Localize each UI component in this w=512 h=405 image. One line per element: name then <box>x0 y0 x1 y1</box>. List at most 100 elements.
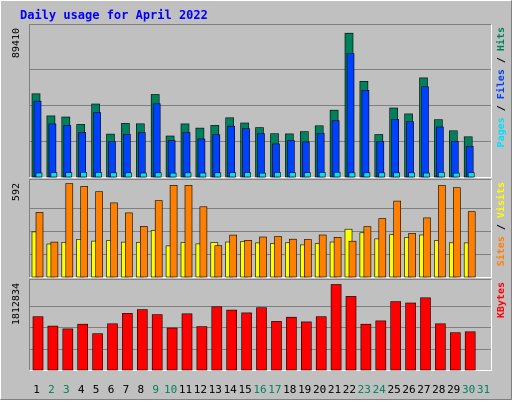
bar-sites-day-26 <box>408 233 416 278</box>
bar-kbytes-day-13 <box>211 306 223 371</box>
bar-kbytes-day-18 <box>286 316 297 371</box>
bar-files-day-27 <box>421 86 429 178</box>
bar-sites-day-27 <box>423 217 431 278</box>
day-label-19: 19 <box>298 383 311 396</box>
day-label-6: 6 <box>108 383 115 396</box>
bar-kbytes-day-9 <box>151 314 163 371</box>
plot-border-light-middle <box>29 179 492 278</box>
bar-sites-day-4 <box>80 186 88 278</box>
bar-pages-day-2 <box>50 172 58 178</box>
bar-sites-day-13 <box>214 245 223 278</box>
bar-kbytes-day-30 <box>464 331 476 371</box>
bar-pages-day-21 <box>333 172 341 178</box>
bar-files-day-18 <box>287 140 295 178</box>
bar-sites-day-9 <box>154 200 163 278</box>
bar-kbytes-day-4 <box>77 323 88 371</box>
bar-files-day-26 <box>406 121 414 178</box>
bar-pages-day-11 <box>184 172 192 178</box>
bar-sites-day-24 <box>378 218 387 278</box>
bar-pages-day-27 <box>423 172 430 178</box>
day-label-4: 4 <box>78 383 85 396</box>
bar-sites-day-30 <box>467 211 476 278</box>
bar-kbytes-day-6 <box>107 323 118 371</box>
bar-kbytes-day-16 <box>256 307 267 371</box>
bar-files-day-16 <box>257 133 265 178</box>
day-label-20: 20 <box>313 383 326 396</box>
bar-kbytes-day-21 <box>330 284 342 371</box>
bar-sites-day-17 <box>274 236 282 278</box>
plot-border-dark-top <box>29 24 492 178</box>
day-label-22: 22 <box>343 383 356 396</box>
day-label-26: 26 <box>402 383 415 396</box>
bar-pages-day-23 <box>363 172 371 178</box>
bar-kbytes-day-29 <box>449 332 461 371</box>
bar-pages-day-10 <box>169 172 177 178</box>
bar-files-day-17 <box>272 143 280 178</box>
bar-kbytes-day-1 <box>32 316 44 371</box>
bar-pages-day-6 <box>110 172 117 178</box>
max-label-bottom: 1812834 <box>11 283 22 325</box>
plot-border-dark-middle <box>29 179 492 278</box>
legend-middle-part-1: / <box>496 218 507 236</box>
bar-sites-day-12 <box>199 206 208 278</box>
legend-top-part-3: / <box>496 51 507 69</box>
bar-pages-day-24 <box>378 172 386 178</box>
bar-files-day-2 <box>48 123 57 178</box>
day-label-30: 30 <box>462 383 475 396</box>
plot-border-light-bottom <box>29 279 492 371</box>
bar-kbytes-day-7 <box>122 313 133 371</box>
bar-kbytes-day-28 <box>435 323 446 371</box>
bar-files-day-24 <box>376 141 385 178</box>
day-label-1: 1 <box>33 383 40 396</box>
day-label-29: 29 <box>447 383 460 396</box>
bar-kbytes-day-22 <box>345 296 357 371</box>
bar-sites-day-7 <box>125 212 133 278</box>
bar-files-day-6 <box>108 141 116 178</box>
day-label-23: 23 <box>358 383 371 396</box>
bar-pages-day-12 <box>199 172 207 178</box>
bar-pages-day-17 <box>274 172 281 178</box>
day-label-12: 12 <box>194 383 207 396</box>
bar-files-day-7 <box>123 134 131 178</box>
bar-kbytes-day-2 <box>47 325 59 371</box>
bar-sites-day-23 <box>363 226 372 278</box>
bar-sites-day-25 <box>393 200 402 278</box>
day-label-8: 8 <box>137 383 144 396</box>
bar-sites-day-6 <box>110 202 118 278</box>
bar-files-day-5 <box>93 112 101 178</box>
legend-middle: Sites / Visits <box>495 182 507 266</box>
bar-pages-day-25 <box>393 172 401 178</box>
day-label-17: 17 <box>268 383 281 396</box>
legend-middle-part-2: Visits <box>495 182 507 218</box>
bar-pages-day-29 <box>452 172 460 178</box>
day-label-18: 18 <box>283 383 296 396</box>
bar-sites-day-20 <box>318 234 327 278</box>
bar-pages-day-16 <box>259 172 266 178</box>
bar-kbytes-day-11 <box>181 313 193 371</box>
bar-files-day-3 <box>63 125 72 178</box>
bar-kbytes-day-12 <box>196 326 208 371</box>
bar-sites-day-3 <box>65 183 74 278</box>
legend-top-part-4: Hits <box>495 27 507 51</box>
bar-pages-day-3 <box>65 172 73 178</box>
bar-files-day-10 <box>167 140 176 178</box>
bar-sites-day-8 <box>140 226 148 278</box>
legend-bottom: KBytes <box>496 282 507 318</box>
legend-top: Pages / Files / Hits <box>495 27 507 147</box>
bar-files-day-4 <box>78 132 86 178</box>
bar-sites-day-19 <box>303 239 312 278</box>
day-label-10: 10 <box>164 383 177 396</box>
bar-sites-day-16 <box>259 236 267 278</box>
day-label-7: 7 <box>123 383 130 396</box>
bar-kbytes-day-24 <box>375 320 387 371</box>
bar-files-day-13 <box>212 134 221 178</box>
bar-kbytes-day-20 <box>315 316 327 371</box>
bar-files-day-8 <box>138 132 146 178</box>
bar-kbytes-day-10 <box>166 327 178 371</box>
day-label-16: 16 <box>253 383 266 396</box>
bar-files-day-21 <box>331 120 340 178</box>
max-label-middle: 592 <box>11 183 22 201</box>
bar-files-day-12 <box>197 138 206 178</box>
day-label-31: 31 <box>477 383 490 396</box>
bar-pages-day-1 <box>35 172 43 178</box>
